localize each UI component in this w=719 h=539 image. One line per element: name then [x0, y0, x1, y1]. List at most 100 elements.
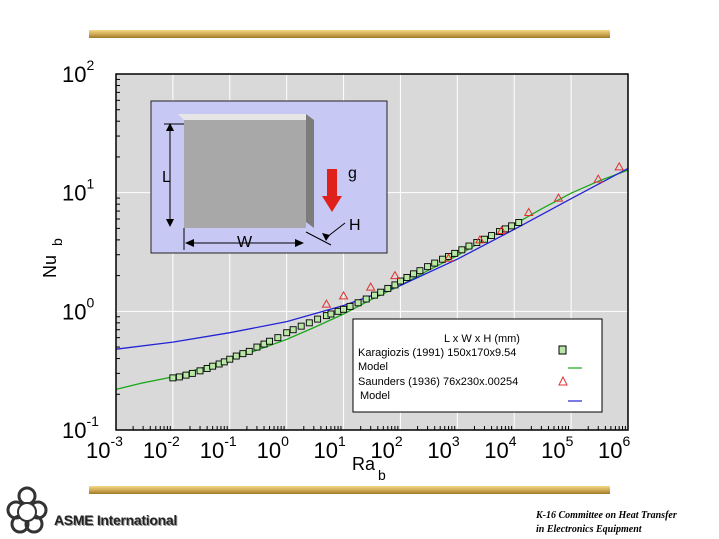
karagiozis-point — [508, 222, 516, 230]
x-tick-label: 106 — [598, 433, 630, 463]
block-top-face — [178, 114, 314, 120]
karagiozis-point — [283, 329, 291, 337]
saunders-point — [443, 253, 454, 262]
x-tick-label: 103 — [427, 433, 459, 463]
y-tick-label: 101 — [62, 176, 94, 206]
x-tick-label: 102 — [370, 433, 402, 463]
karagiozis-point — [209, 362, 217, 370]
gravity-label: g — [348, 165, 357, 182]
karagiozis-point — [384, 284, 392, 292]
y-axis-label: Nu — [40, 255, 60, 278]
saunders-point — [390, 270, 400, 280]
karagiozis-point — [403, 273, 411, 281]
y-tick-label: 10-1 — [62, 413, 99, 443]
karagiozis-point — [305, 319, 313, 327]
karagiozis-point — [451, 249, 459, 257]
asme-logo-icon — [6, 486, 48, 534]
w-arrow-right-icon — [295, 239, 304, 247]
l-arrow-bottom-icon — [166, 219, 174, 227]
x-tick-label: 10-2 — [143, 433, 180, 463]
x-tick-labels: 10-3 10-2 10-1 100 101 102 103 104 105 106 — [86, 433, 630, 463]
saunders-point — [321, 299, 332, 308]
karagiozis-point — [416, 267, 424, 275]
x-tick-label: 101 — [314, 433, 346, 463]
legend-entry-karagiozis: Karagiozis (1991) 150x170x9.54 — [358, 347, 516, 359]
x-axis-label: Ra — [352, 454, 376, 474]
karagiozis-point — [410, 270, 418, 278]
legend-entry-saunders: Saunders (1936) 76x230x.00254 — [358, 376, 518, 388]
karagiozis-point — [515, 219, 523, 226]
data-markers — [169, 161, 625, 382]
saunders-point — [523, 207, 534, 217]
legend-box — [352, 318, 603, 413]
karagiozis-point — [266, 337, 273, 345]
block-front-face — [184, 120, 306, 228]
h-arrow-icon — [322, 233, 330, 241]
karagiozis-point — [232, 352, 240, 360]
w-arrow-left-icon — [185, 239, 194, 247]
karagiozis-point — [424, 263, 432, 271]
legend-entry-karagiozis-model: Model — [358, 361, 388, 373]
asme-wordmark: ASME International — [54, 512, 177, 528]
legend: L x W x H (mm) Karagiozis (1991) 150x170… — [352, 318, 603, 413]
karagiozis-point — [289, 326, 297, 334]
x-tick-label: 10-1 — [200, 433, 237, 463]
legend-title: L x W x H (mm) — [444, 333, 520, 345]
karagiozis-point — [458, 246, 466, 254]
karagiozis-point — [297, 322, 305, 330]
saunders-point — [365, 282, 376, 291]
saunders-point — [475, 234, 485, 244]
saunders-point — [553, 193, 564, 202]
x-axis-title: Ra b — [352, 454, 386, 483]
karagiozis-point — [346, 302, 354, 310]
karagiozis-point — [488, 232, 496, 240]
karagiozis-point — [371, 291, 378, 299]
geometry-inset: L W H g — [150, 100, 388, 254]
block-side-face — [306, 114, 314, 228]
committee-caption: K-16 Committee on Heat Transfer in Elect… — [536, 509, 677, 537]
karagiozis-point — [253, 343, 261, 351]
y-tick-label: 100 — [62, 294, 94, 324]
saunders-point — [593, 174, 604, 183]
y-tick-labels: 10-1 100 101 102 — [62, 57, 99, 443]
committee-line-1: K-16 Committee on Heat Transfer — [536, 510, 677, 521]
karagiozis-point — [431, 259, 439, 267]
l-label: L — [162, 169, 171, 186]
karagiozis-point — [169, 374, 177, 382]
x-tick-label: 105 — [541, 433, 573, 463]
top-banner — [89, 30, 610, 38]
karagiozis-point — [396, 277, 404, 285]
y-tick-label: 102 — [62, 57, 94, 87]
legend-marker-square — [558, 345, 567, 355]
karagiozis-point — [391, 281, 399, 289]
karagiozis-point — [377, 288, 385, 296]
w-label: W — [237, 234, 253, 251]
karagiozis-point — [354, 299, 362, 307]
saunders-point — [614, 161, 625, 171]
legend-entry-saunders-model: Model — [360, 390, 390, 402]
saunders-point — [496, 225, 507, 234]
karagiozis-point — [314, 315, 322, 323]
l-arrow-top-icon — [166, 123, 174, 131]
axes-frame — [115, 73, 629, 431]
x-tick-label: 10-3 — [86, 433, 123, 463]
karagiozis-point — [362, 295, 370, 303]
karagiozis-point — [327, 310, 335, 318]
karagiozis-point — [196, 367, 204, 375]
x-axis-subscript: b — [378, 467, 386, 483]
x-tick-label: 100 — [257, 433, 289, 463]
y-axis-subscript: b — [49, 238, 65, 246]
karagiozis-point — [465, 242, 473, 250]
x-tick-label: 104 — [484, 433, 516, 463]
saunders-point — [338, 290, 349, 300]
gravity-arrow-shaft — [327, 169, 337, 197]
bottom-banner — [89, 486, 610, 494]
karagiozis-point — [239, 350, 247, 358]
karagiozis-point — [175, 373, 183, 381]
karagiozis-point — [340, 305, 348, 313]
h-dimension-line — [305, 231, 332, 246]
h-label: H — [349, 217, 361, 234]
karagiozis-point — [188, 369, 196, 377]
committee-line-2: in Electronics Equipment — [536, 524, 642, 535]
